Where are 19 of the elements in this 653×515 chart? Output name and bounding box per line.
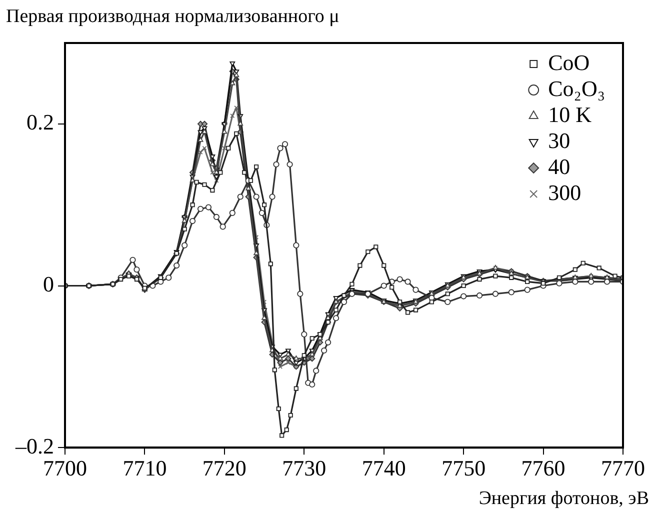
x-tick-label: 7770 xyxy=(601,456,645,481)
x-tick-label: 7730 xyxy=(282,456,326,481)
legend-label: 300 xyxy=(548,180,582,205)
y-axis-title: Первая производная нормализованного μ xyxy=(6,6,340,28)
legend-label: 30 xyxy=(548,128,570,153)
y-tick-label: 0.2 xyxy=(26,110,54,135)
legend-label: 10 K xyxy=(548,102,592,127)
x-tick-label: 7760 xyxy=(521,456,566,481)
x-tick-label: 7700 xyxy=(43,456,87,481)
legend-label: Co₂O₃ xyxy=(548,76,606,101)
legend-label: 40 xyxy=(548,154,570,179)
x-tick-label: 7710 xyxy=(122,456,167,481)
y-tick-label: –0.2 xyxy=(14,433,54,458)
x-tick-label: 7720 xyxy=(202,456,246,481)
x-tick-label: 7740 xyxy=(362,456,406,481)
y-tick-label: 0 xyxy=(43,272,54,297)
legend-label: CoO xyxy=(548,50,590,75)
x-axis-title: Энергия фотонов, эВ xyxy=(478,488,649,510)
x-tick-label: 7750 xyxy=(442,456,486,481)
